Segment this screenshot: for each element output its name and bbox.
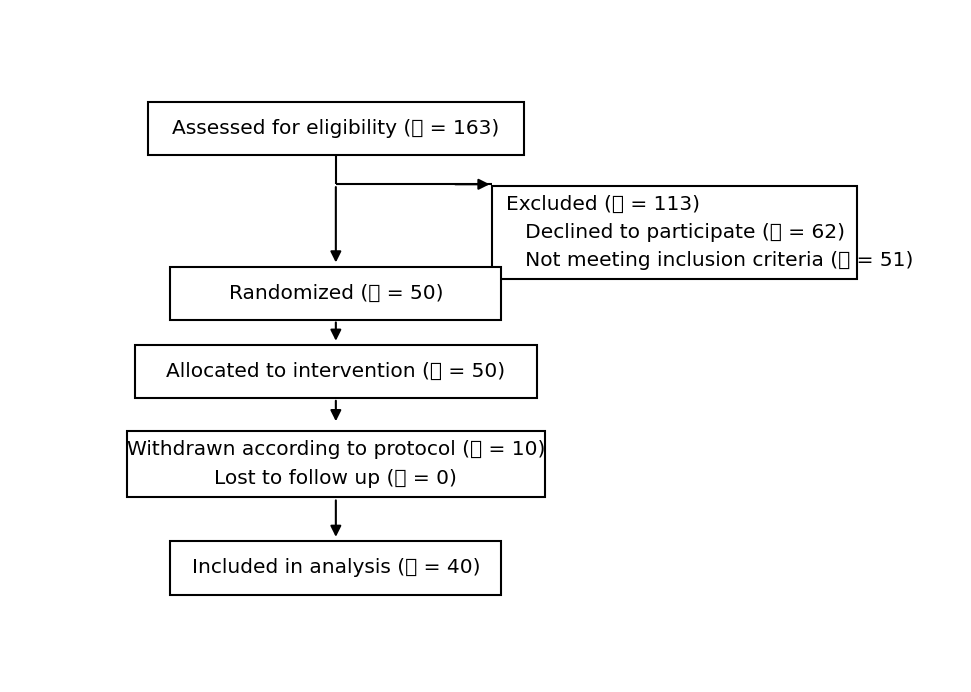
FancyBboxPatch shape bbox=[148, 102, 524, 155]
Text: Randomized (𝑁 = 50): Randomized (𝑁 = 50) bbox=[228, 284, 443, 303]
FancyBboxPatch shape bbox=[135, 345, 537, 399]
Text: Withdrawn according to protocol (𝑁 = 10): Withdrawn according to protocol (𝑁 = 10) bbox=[126, 440, 545, 459]
FancyBboxPatch shape bbox=[170, 267, 501, 320]
FancyBboxPatch shape bbox=[127, 430, 545, 498]
FancyBboxPatch shape bbox=[492, 185, 857, 279]
Text: Lost to follow up (𝑁 = 0): Lost to follow up (𝑁 = 0) bbox=[215, 469, 457, 488]
Text: Not meeting inclusion criteria (𝑛 = 51): Not meeting inclusion criteria (𝑛 = 51) bbox=[506, 251, 913, 270]
Text: Excluded (𝑛 = 113): Excluded (𝑛 = 113) bbox=[506, 194, 699, 214]
FancyBboxPatch shape bbox=[170, 541, 501, 594]
Text: Assessed for eligibility (𝑁 = 163): Assessed for eligibility (𝑁 = 163) bbox=[172, 119, 499, 138]
Text: Declined to participate (𝑛 = 62): Declined to participate (𝑛 = 62) bbox=[506, 223, 845, 242]
Text: Included in analysis (𝑁 = 40): Included in analysis (𝑁 = 40) bbox=[191, 558, 480, 577]
Text: Allocated to intervention (𝑁 = 50): Allocated to intervention (𝑁 = 50) bbox=[166, 363, 506, 381]
